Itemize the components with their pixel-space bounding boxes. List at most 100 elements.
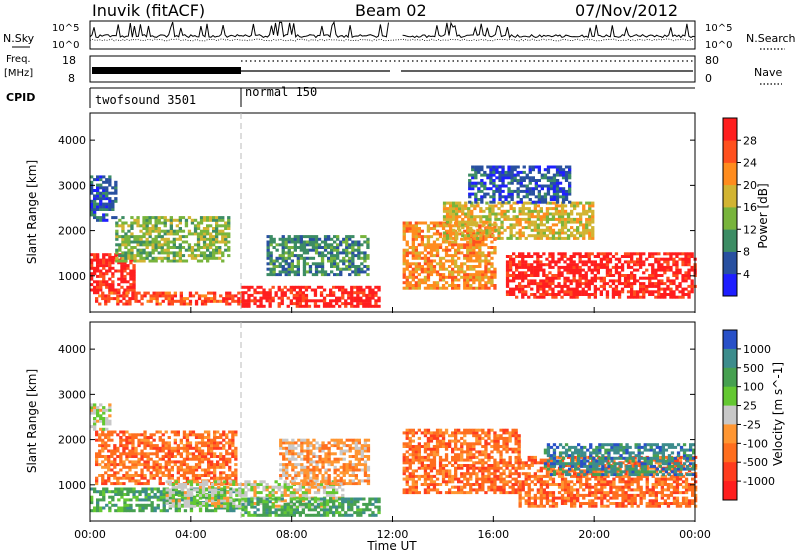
power-cell — [319, 293, 324, 297]
velocity-cell — [162, 506, 166, 510]
power-cell — [280, 291, 284, 295]
power-cell — [551, 223, 556, 227]
power-cell — [432, 246, 437, 249]
power-cell — [118, 248, 122, 252]
power-cell — [196, 232, 201, 236]
power-cell — [142, 240, 146, 244]
velocity-cell — [122, 444, 126, 448]
velocity-cell — [168, 499, 172, 503]
power-cell — [466, 284, 470, 287]
velocity-cell — [131, 455, 135, 458]
power-cell — [501, 176, 505, 180]
power-cell — [482, 223, 486, 227]
velocity-cell — [113, 482, 117, 486]
power-cell — [351, 251, 355, 255]
power-cell — [500, 223, 504, 227]
power-cell — [348, 267, 352, 271]
power-cell — [429, 251, 434, 255]
power-cell — [166, 229, 170, 233]
power-cell — [145, 227, 149, 230]
velocity-cell — [332, 493, 336, 497]
power-cell — [557, 220, 562, 224]
velocity-cell — [192, 504, 197, 508]
power-cell — [445, 212, 450, 216]
power-cell — [169, 229, 173, 233]
velocity-cell — [137, 482, 141, 486]
power-cell — [295, 304, 299, 308]
velocity-cell — [225, 479, 229, 483]
velocity-cell — [123, 487, 127, 491]
power-cell — [115, 259, 119, 263]
power-cell — [357, 267, 361, 271]
velocity-cell — [229, 493, 233, 497]
velocity-cell — [288, 446, 292, 450]
velocity-cell — [205, 502, 209, 505]
power-cell — [495, 170, 499, 174]
power-cell — [96, 269, 100, 273]
power-cell — [521, 257, 525, 261]
velocity-cell — [228, 441, 232, 445]
power-cell — [549, 181, 554, 185]
power-cell — [455, 212, 459, 216]
velocity-cell — [122, 474, 126, 477]
power-cell — [546, 165, 551, 169]
power-cell — [518, 263, 522, 267]
power-cell — [488, 223, 492, 227]
velocity-cell — [282, 452, 286, 456]
power-cell — [181, 229, 186, 233]
velocity-cell — [119, 444, 123, 448]
power-cell — [470, 212, 474, 216]
power-cell — [467, 215, 471, 219]
power-cell — [482, 231, 486, 235]
power-cell — [281, 265, 285, 268]
power-cell — [472, 281, 476, 285]
power-cell — [546, 192, 551, 196]
power-cell — [213, 299, 217, 303]
power-cell — [468, 195, 472, 199]
power-cell — [350, 291, 354, 295]
velocity-cell — [353, 511, 357, 515]
power-cell — [599, 293, 603, 296]
power-cell — [536, 209, 540, 213]
power-cell — [498, 195, 502, 199]
power-cell — [484, 273, 488, 277]
velocity-cell — [125, 476, 129, 480]
power-cell — [296, 259, 300, 263]
velocity-cell — [120, 490, 124, 494]
power-cell — [457, 286, 461, 290]
power-cell — [357, 254, 361, 258]
power-cell — [463, 256, 467, 260]
velocity-cell — [231, 436, 235, 439]
velocity-cell — [217, 502, 221, 505]
velocity-cell — [285, 446, 289, 450]
velocity-cell — [152, 444, 156, 448]
power-cell — [573, 204, 577, 208]
velocity-cell — [217, 487, 221, 491]
velocity-cell — [219, 441, 223, 445]
velocity-cell — [164, 455, 168, 458]
power-cell — [452, 215, 456, 219]
velocity-cell — [362, 497, 366, 501]
power-cell — [225, 302, 229, 306]
velocity-cell — [344, 497, 348, 501]
power-cell — [554, 231, 559, 235]
power-cell — [512, 215, 516, 219]
velocity-cell — [110, 452, 114, 456]
velocity-cell — [120, 487, 124, 491]
power-cell — [166, 240, 170, 244]
power-cell — [178, 218, 182, 222]
velocity-cell — [247, 500, 251, 504]
power-cell — [209, 218, 213, 222]
velocity-cell — [107, 438, 111, 442]
power-cell — [675, 255, 679, 258]
velocity-cell — [191, 457, 196, 461]
power-cell — [486, 173, 490, 177]
power-cell — [527, 201, 531, 205]
velocity-cell — [132, 487, 136, 491]
velocity-cell — [179, 465, 183, 469]
velocity-cell — [189, 487, 194, 491]
power-cell — [518, 228, 522, 232]
power-cell — [253, 299, 257, 303]
velocity-cell — [134, 479, 138, 483]
velocity-cell — [161, 474, 165, 477]
